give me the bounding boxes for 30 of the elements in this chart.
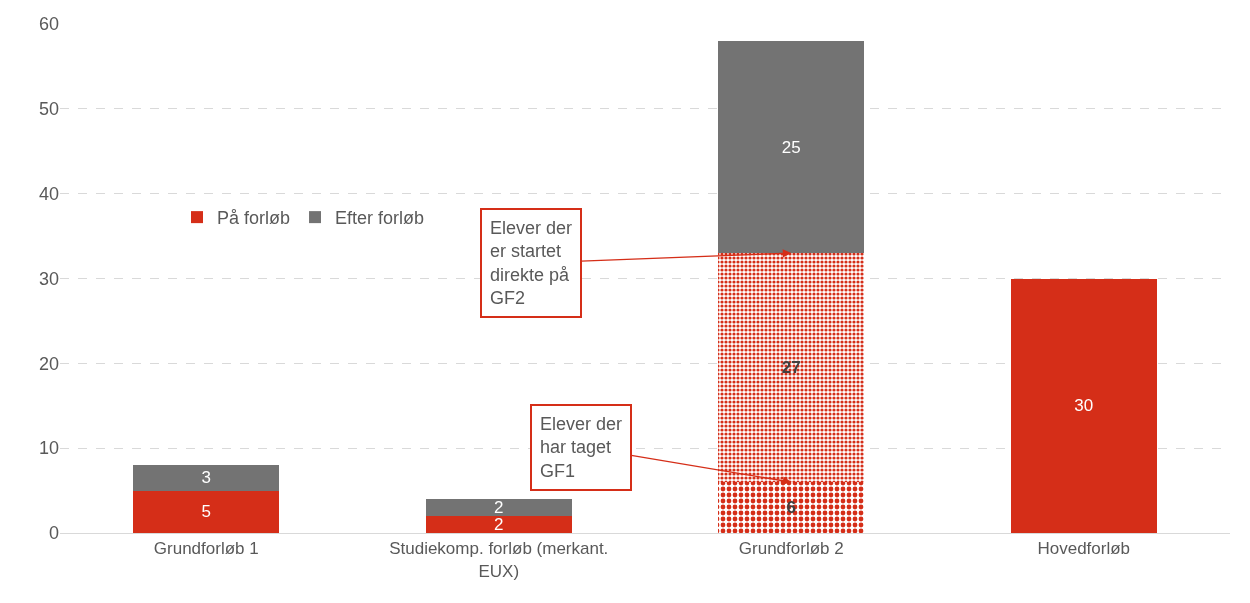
y-tick-label: 60 <box>38 14 59 35</box>
bar <box>425 499 572 517</box>
bar <box>718 482 865 533</box>
y-tick-label: 20 <box>38 353 59 374</box>
annotation: Elever der er startet direkte på GF2 <box>490 218 573 309</box>
y-tick-label: 30 <box>38 268 59 289</box>
data-label: 2 <box>494 498 504 518</box>
x-tick-label: Studiekomp. forløb (merkant. EUX) <box>389 539 609 581</box>
bar <box>425 516 572 533</box>
bar <box>133 465 280 491</box>
legend-label: På forløb <box>217 208 291 229</box>
y-tick-label: 10 <box>38 438 59 459</box>
bar <box>718 40 865 254</box>
data-label: 30 <box>1074 396 1094 416</box>
bar <box>133 490 280 533</box>
data-label: 25 <box>781 137 801 157</box>
bar <box>1010 278 1157 533</box>
x-tick-label: Hovedforløb <box>1037 539 1131 559</box>
y-tick-label: 0 <box>48 523 59 544</box>
bar <box>718 253 865 483</box>
x-tick-label: Grundforløb 1 <box>153 539 259 559</box>
data-label: 27 <box>781 358 801 378</box>
data-label: 5 <box>201 502 211 522</box>
data-label: 3 <box>201 468 211 488</box>
y-tick-label: 50 <box>38 99 59 120</box>
annotation: Elever der har taget GF1 <box>540 414 623 481</box>
x-tick-label: Grundforløb 2 <box>738 539 844 559</box>
y-tick-label: 40 <box>38 183 59 204</box>
data-label: 2 <box>494 515 504 535</box>
legend-label: Efter forløb <box>335 208 425 229</box>
